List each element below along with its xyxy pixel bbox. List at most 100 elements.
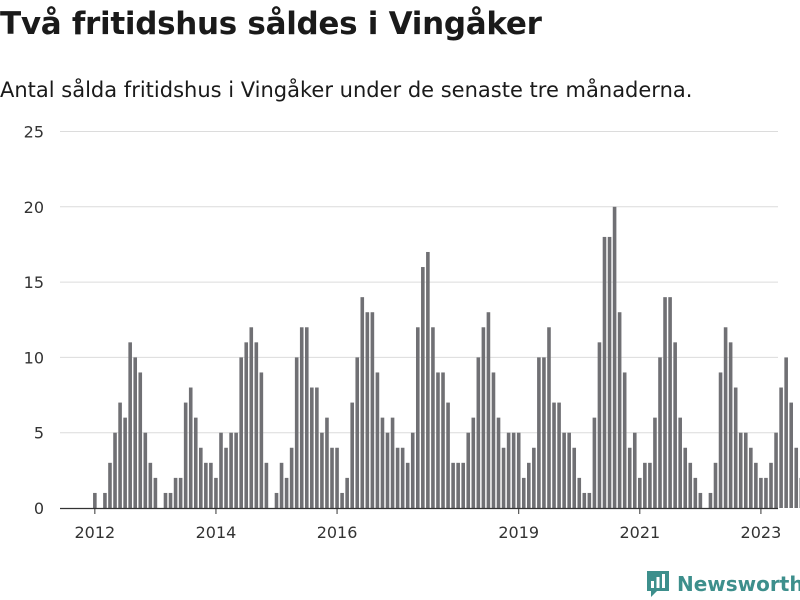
- bar: [168, 492, 173, 508]
- bar: [622, 372, 627, 508]
- bar: [638, 477, 642, 508]
- bar: [239, 357, 243, 508]
- bar: [743, 432, 748, 508]
- y-tick-label: 20: [24, 198, 44, 217]
- bar: [552, 402, 556, 508]
- bar: [577, 477, 582, 508]
- bar: [315, 387, 319, 508]
- bar: [138, 372, 143, 508]
- bar: [214, 477, 218, 508]
- bar: [627, 447, 632, 508]
- bar: [738, 432, 743, 508]
- bar: [133, 357, 138, 508]
- bar: [375, 372, 380, 508]
- axes: 05101520252012201420162019202120232025: [24, 123, 782, 543]
- bar: [481, 327, 486, 508]
- bar: [113, 432, 117, 508]
- bar: [708, 492, 713, 508]
- chart-subtitle: Antal sålda fritidshus i Vingåker under …: [0, 78, 693, 102]
- bar: [178, 477, 183, 508]
- bar: [123, 417, 127, 508]
- bar: [511, 432, 516, 508]
- bar: [471, 417, 476, 508]
- bar: [173, 477, 178, 508]
- bar: [456, 462, 460, 508]
- bar: [103, 492, 107, 508]
- bar: [496, 417, 501, 508]
- bar: [441, 372, 445, 508]
- bar: [355, 357, 360, 508]
- bar: [330, 447, 334, 508]
- bar: [259, 372, 264, 508]
- bar: [400, 447, 405, 508]
- bar: [733, 387, 738, 508]
- bar: [779, 387, 783, 508]
- bar: [643, 462, 647, 508]
- bar: [683, 447, 688, 508]
- bar: [274, 492, 279, 508]
- bar: [289, 447, 294, 508]
- bar: [153, 477, 158, 508]
- bar: [390, 417, 395, 508]
- bar: [723, 327, 728, 508]
- bar: [395, 447, 400, 508]
- bar: [547, 327, 551, 508]
- bar: [249, 327, 254, 508]
- bar: [794, 447, 799, 508]
- y-tick-label: 15: [24, 273, 44, 292]
- bar: [421, 267, 425, 508]
- bar: [728, 342, 733, 508]
- bar: [436, 372, 440, 508]
- bar: [673, 342, 677, 508]
- bar: [143, 432, 148, 508]
- bar: [370, 312, 375, 508]
- bar: [521, 477, 526, 508]
- bar: [537, 357, 541, 508]
- bar: [128, 342, 132, 508]
- bar: [360, 297, 365, 508]
- bar: [118, 402, 122, 508]
- x-tick-label: 2016: [317, 523, 358, 542]
- bar: [486, 312, 491, 508]
- bar: [774, 432, 778, 508]
- bar: [532, 447, 536, 508]
- bar: [431, 327, 435, 508]
- y-tick-label: 5: [34, 424, 44, 443]
- bar: [93, 492, 97, 508]
- bar: [415, 327, 420, 508]
- bar: [380, 417, 385, 508]
- bar: [350, 402, 354, 508]
- chart-title: Två fritidshus såldes i Vingåker: [0, 6, 542, 42]
- bar: [335, 447, 339, 508]
- bar: [693, 477, 698, 508]
- bar: [784, 357, 788, 508]
- bar: [264, 462, 269, 508]
- brand-logo[interactable]: Newsworthy: [645, 568, 800, 600]
- bar: [284, 477, 289, 508]
- bar: [340, 492, 344, 508]
- bar: [163, 492, 168, 508]
- bar: [461, 462, 465, 508]
- bar: [405, 462, 410, 508]
- x-tick-label: 2012: [74, 523, 115, 542]
- bar: [244, 342, 249, 508]
- bar: [451, 462, 455, 508]
- bar: [663, 297, 667, 508]
- bar: [229, 432, 233, 508]
- bar: [527, 462, 531, 508]
- bar: [234, 432, 238, 508]
- bar: [188, 387, 193, 508]
- bar: [582, 492, 587, 508]
- bar: [567, 432, 571, 508]
- bar: [688, 462, 693, 508]
- bar: [320, 432, 324, 508]
- bar: [678, 417, 682, 508]
- bar: [491, 372, 496, 508]
- bar: [299, 327, 304, 508]
- bar: [219, 432, 223, 508]
- bar: [224, 447, 228, 508]
- bar: [632, 432, 637, 508]
- bar: [108, 462, 112, 508]
- bar: [365, 312, 370, 508]
- bar: [602, 236, 607, 509]
